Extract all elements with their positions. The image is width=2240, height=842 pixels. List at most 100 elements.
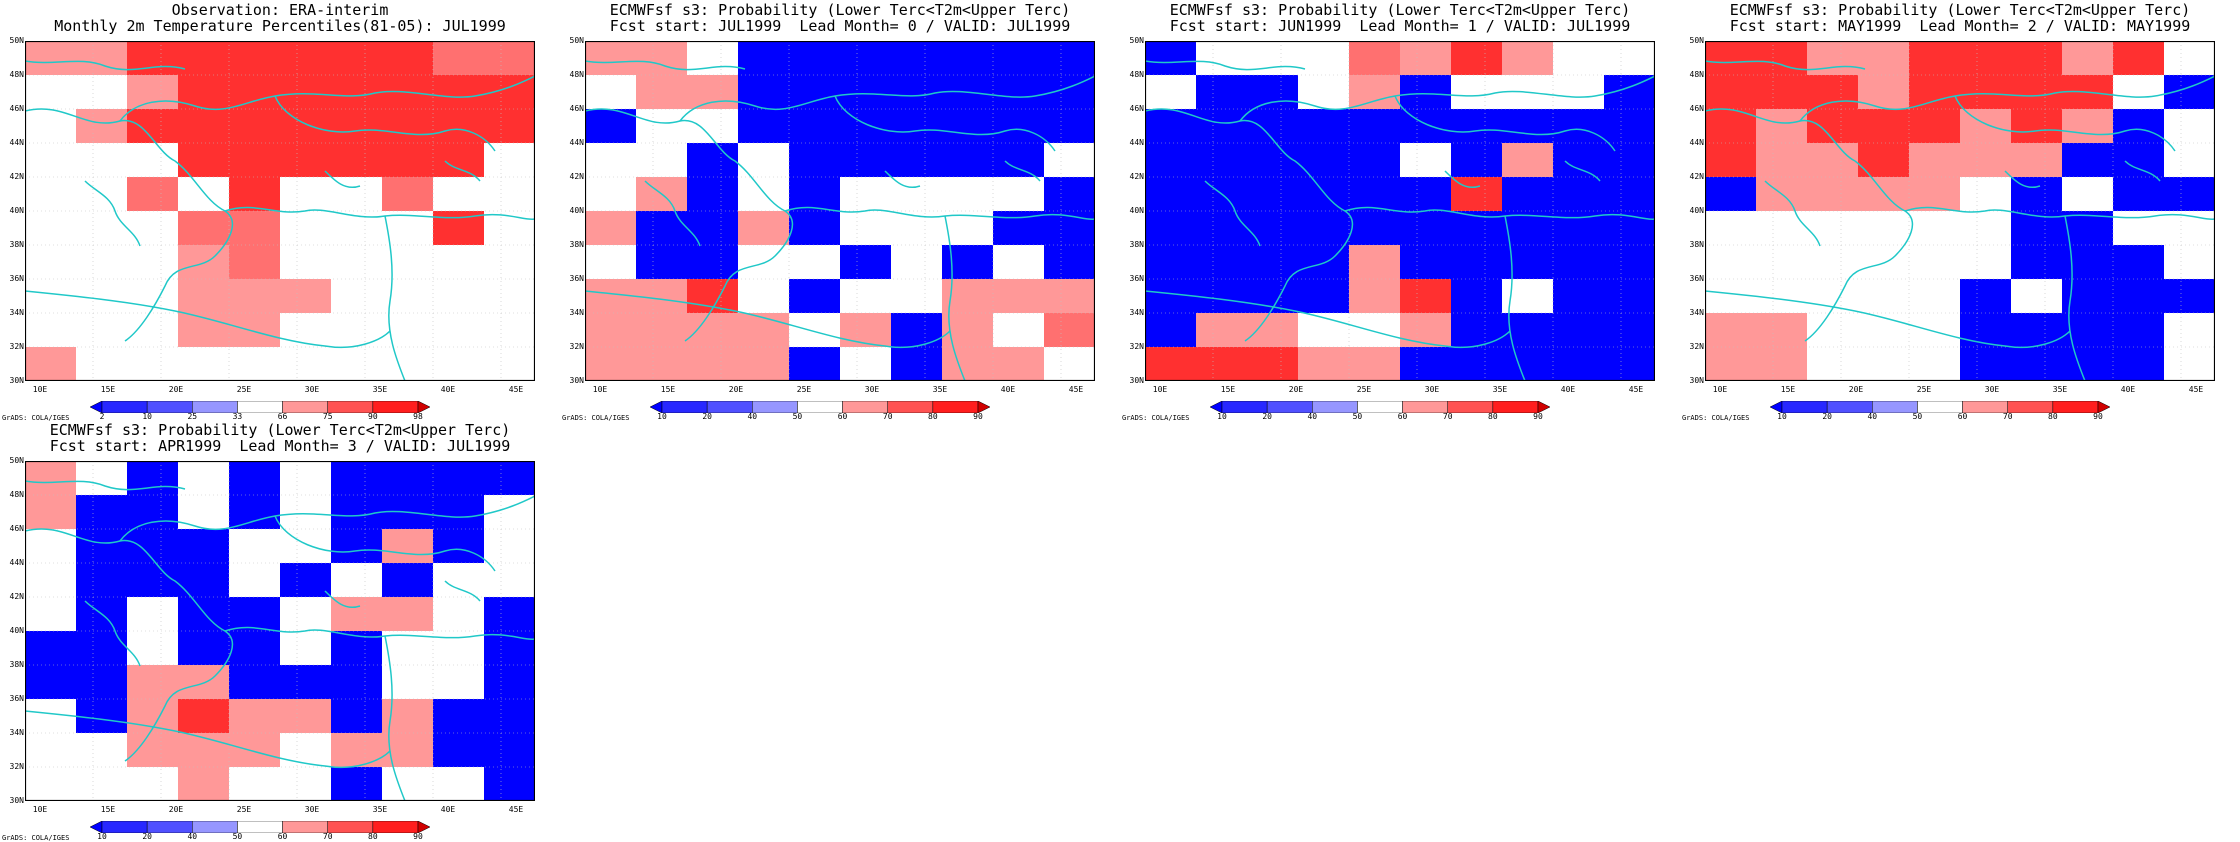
grid-cell xyxy=(1705,211,1757,246)
grid-cell xyxy=(484,279,535,314)
grid-cell xyxy=(2113,313,2165,348)
grid-cell xyxy=(738,177,790,212)
grid-cell xyxy=(76,313,128,348)
lon-label: 15E xyxy=(660,385,676,394)
grid-cell xyxy=(636,279,688,314)
grid-cell xyxy=(1553,279,1605,314)
lat-label: 50N xyxy=(9,36,24,45)
colorbar-label: 40 xyxy=(187,832,198,841)
grid-cell xyxy=(76,767,128,801)
grid-cell xyxy=(127,767,179,801)
lat-label: 50N xyxy=(1129,36,1144,45)
grid-cell xyxy=(127,245,179,280)
grid-cell xyxy=(2062,347,2114,381)
grid-cell xyxy=(738,109,790,144)
grid-cell xyxy=(1705,279,1757,314)
lat-label: 38N xyxy=(569,240,584,249)
grid-cell xyxy=(229,347,281,381)
grid-cell xyxy=(76,75,128,110)
grid-cell xyxy=(2164,109,2215,144)
grid-cell xyxy=(2062,41,2114,76)
coastline xyxy=(1705,60,1866,71)
lon-label: 40E xyxy=(440,805,456,814)
grid-cell xyxy=(2113,109,2165,144)
grid-cell xyxy=(891,347,943,381)
grid-cell xyxy=(1909,279,1961,314)
colorbar xyxy=(1769,398,2111,414)
grid-cell xyxy=(1960,211,2012,246)
lat-label: 38N xyxy=(1689,240,1704,249)
grid-cell xyxy=(178,211,230,246)
grid-cell xyxy=(993,279,1045,314)
grid-cell xyxy=(331,143,383,178)
grid-cell xyxy=(229,699,281,734)
grid-cell xyxy=(1298,347,1350,381)
grid-cell xyxy=(942,347,994,381)
map-panel-lead0: ECMWFsf s3: Probability (Lower Terc<T2m<… xyxy=(560,0,1120,422)
grid-cell xyxy=(1145,109,1197,144)
grid-cell xyxy=(1502,109,1554,144)
grid-cell xyxy=(1705,313,1757,348)
grid-cell xyxy=(1349,245,1401,280)
lon-label: 10E xyxy=(1712,385,1728,394)
grid-cell xyxy=(382,563,434,598)
grid-cell xyxy=(76,529,128,564)
lon-label: 10E xyxy=(32,805,48,814)
grid-cell xyxy=(687,177,739,212)
grid-cell xyxy=(585,143,637,178)
grid-cell xyxy=(1400,109,1452,144)
grid-cell xyxy=(2164,245,2215,280)
grid-cell xyxy=(229,665,281,700)
grid-cell xyxy=(484,767,535,801)
grid-cell xyxy=(280,313,332,348)
grid-cell xyxy=(331,75,383,110)
grid-cell xyxy=(2011,41,2063,76)
coastline xyxy=(1394,95,1616,152)
panel-title-line1: Observation: ERA-interim xyxy=(171,1,389,19)
grid-cell xyxy=(1604,211,1655,246)
grid-cell xyxy=(127,461,179,496)
grid-cell xyxy=(76,733,128,768)
grid-cell xyxy=(2164,313,2215,348)
lat-label: 30N xyxy=(1129,376,1144,385)
grid-cell xyxy=(25,461,77,496)
lat-label: 30N xyxy=(1689,376,1704,385)
grid-cell xyxy=(789,177,841,212)
grid-cell xyxy=(382,245,434,280)
grid-cell xyxy=(1247,211,1299,246)
grid-cell xyxy=(433,347,485,381)
grid-cell xyxy=(1756,143,1808,178)
colorbar-label: 70 xyxy=(882,412,893,421)
grid-cell xyxy=(687,245,739,280)
grid-cell xyxy=(76,699,128,734)
grid-cell xyxy=(280,211,332,246)
grid-cell xyxy=(484,733,535,768)
coastline xyxy=(1504,215,1526,381)
panel-title-line1: ECMWFsf s3: Probability (Lower Terc<T2m<… xyxy=(1729,1,2191,19)
grid-cell xyxy=(331,529,383,564)
grid-cell xyxy=(484,461,535,496)
lat-label: 36N xyxy=(1689,274,1704,283)
grid-cell xyxy=(1400,211,1452,246)
grid-cell xyxy=(2062,177,2114,212)
grid-cell xyxy=(636,75,688,110)
lon-label: 10E xyxy=(32,385,48,394)
lon-label: 45E xyxy=(508,805,524,814)
grid-cell xyxy=(127,347,179,381)
grid-cell xyxy=(484,211,535,246)
grid-cell xyxy=(2011,313,2063,348)
panel-title-line2: Fcst start: JUN1999 Lead Month= 1 / VALI… xyxy=(1169,17,1631,35)
grid-cell xyxy=(76,563,128,598)
grid-cell xyxy=(2164,177,2215,212)
coastline xyxy=(119,495,535,542)
grid-cell xyxy=(229,41,281,76)
grid-cell xyxy=(636,347,688,381)
grid-cell xyxy=(1145,313,1197,348)
grid-cell xyxy=(738,75,790,110)
coastline xyxy=(585,290,951,349)
grid-cell xyxy=(636,41,688,76)
grid-cell xyxy=(25,529,77,564)
grid-cell xyxy=(25,597,77,632)
grid-cell xyxy=(1196,245,1248,280)
grid-cell xyxy=(1196,211,1248,246)
